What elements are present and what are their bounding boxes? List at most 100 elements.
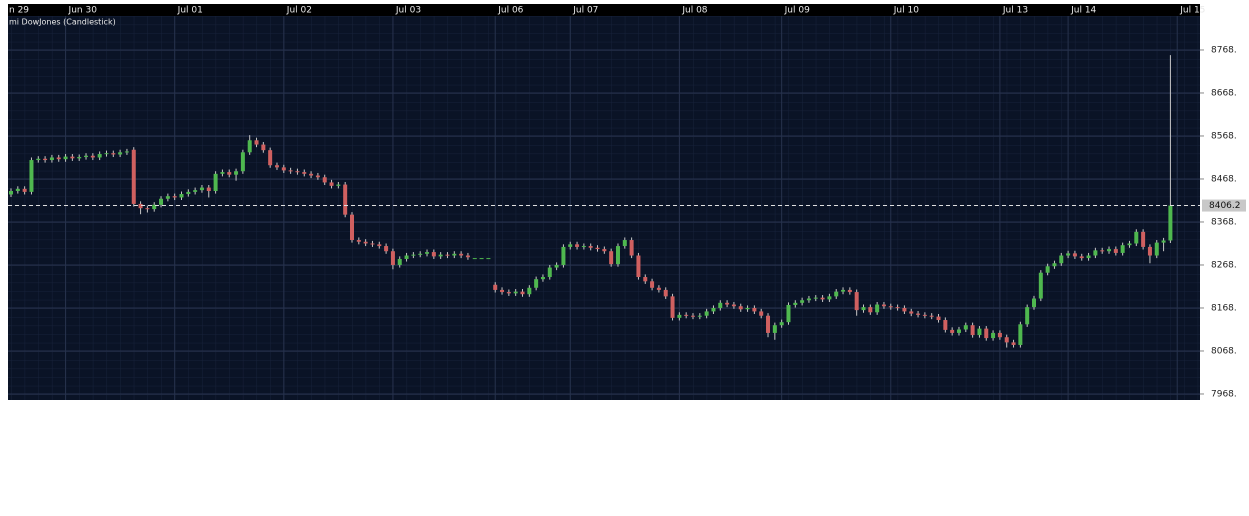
y-tick-label: 8268. bbox=[1211, 260, 1237, 270]
candle-body bbox=[718, 302, 723, 308]
x-tick-label: Jul 01 bbox=[177, 6, 203, 16]
candle-body bbox=[240, 152, 245, 172]
y-tick-label: 8568. bbox=[1211, 131, 1237, 141]
candle-body bbox=[759, 311, 764, 316]
candle-body bbox=[309, 173, 314, 176]
candle-body bbox=[977, 328, 982, 336]
candle-body bbox=[390, 251, 395, 265]
candle-body bbox=[1086, 255, 1091, 259]
candle-body bbox=[609, 251, 614, 265]
candle-body bbox=[909, 311, 914, 314]
candle-body bbox=[247, 140, 252, 153]
candle-body bbox=[1120, 245, 1125, 253]
candle-body bbox=[15, 188, 20, 192]
candle-body bbox=[902, 307, 907, 312]
candle-body bbox=[1066, 253, 1071, 256]
candle-body bbox=[588, 246, 593, 248]
x-tick-label: Jul 03 bbox=[395, 6, 421, 16]
candle-body bbox=[459, 253, 464, 256]
candle-body bbox=[315, 175, 320, 178]
candle-body bbox=[70, 156, 75, 159]
candle-body bbox=[738, 306, 743, 310]
candle-body bbox=[513, 291, 518, 294]
candle-body bbox=[329, 182, 334, 186]
candle-body bbox=[431, 252, 436, 257]
candle-body bbox=[111, 153, 116, 155]
candle-body bbox=[1113, 249, 1118, 253]
candle-body bbox=[1141, 231, 1146, 247]
candle-body bbox=[493, 284, 498, 290]
candle-body bbox=[138, 203, 143, 209]
candle-body bbox=[9, 191, 13, 195]
y-tick-label: 8068. bbox=[1211, 346, 1237, 356]
x-tick-label: Jul 14 bbox=[1070, 6, 1096, 16]
candle-body bbox=[1079, 256, 1084, 259]
candle-body bbox=[350, 214, 354, 241]
candle-body bbox=[295, 171, 300, 173]
candle-body bbox=[118, 152, 123, 155]
candle-body bbox=[104, 153, 109, 155]
candle-body bbox=[281, 167, 286, 171]
candle-body bbox=[425, 252, 430, 254]
candle-body bbox=[445, 254, 450, 256]
x-tick-label: Jul 06 bbox=[497, 6, 523, 16]
candle-body bbox=[827, 296, 832, 300]
candle-body bbox=[984, 328, 989, 339]
candle-body bbox=[145, 208, 150, 210]
candle-body bbox=[261, 144, 266, 151]
x-tick-label: Jul 15 bbox=[1179, 6, 1205, 16]
candle-body bbox=[888, 306, 893, 308]
candle-body bbox=[970, 325, 975, 336]
candle-body bbox=[772, 325, 777, 333]
candle-body bbox=[834, 291, 839, 297]
candle-body bbox=[322, 177, 327, 183]
candle-body bbox=[418, 253, 423, 255]
y-tick-label: 8468. bbox=[1211, 174, 1237, 184]
candle-body bbox=[213, 173, 218, 192]
candle-body bbox=[165, 196, 170, 199]
candle-body bbox=[124, 151, 129, 153]
candle-body bbox=[1100, 250, 1105, 252]
candle-body bbox=[881, 304, 886, 307]
x-tick-label: Jul 10 bbox=[893, 6, 919, 16]
candle-body bbox=[1107, 249, 1112, 252]
x-tick-label: n 29 bbox=[9, 6, 29, 16]
candle-body bbox=[1147, 246, 1152, 256]
candle-body bbox=[540, 277, 545, 280]
candle-body bbox=[152, 204, 157, 210]
candle-body bbox=[377, 244, 382, 247]
candle-body bbox=[179, 194, 184, 198]
y-tick-label: 8368. bbox=[1211, 217, 1237, 227]
candle-body bbox=[806, 298, 811, 301]
candle-body bbox=[841, 289, 846, 292]
candle-body bbox=[336, 184, 341, 186]
candle-body bbox=[697, 315, 702, 317]
candle-body bbox=[854, 292, 859, 311]
candle-body bbox=[704, 311, 709, 316]
candle-body bbox=[561, 246, 566, 265]
y-tick-label: 8168. bbox=[1211, 303, 1237, 313]
candle-body bbox=[615, 246, 620, 265]
candle-body bbox=[43, 158, 48, 161]
candle-body bbox=[220, 172, 225, 174]
candle-body bbox=[1127, 243, 1132, 246]
candle-body bbox=[506, 292, 511, 294]
candle-body bbox=[1134, 231, 1139, 244]
candle-body bbox=[547, 267, 552, 278]
candle-body bbox=[622, 240, 627, 247]
candle-body bbox=[936, 316, 941, 321]
x-tick-label: Jul 07 bbox=[572, 6, 598, 16]
candle-body bbox=[452, 253, 457, 256]
candle-body bbox=[636, 255, 641, 278]
y-tick-label: 7968. bbox=[1211, 389, 1237, 399]
candle-body bbox=[302, 172, 307, 174]
candle-body bbox=[97, 154, 102, 158]
candle-body bbox=[193, 190, 198, 192]
candle-body bbox=[206, 187, 211, 192]
candle-body bbox=[36, 158, 41, 161]
candle-body bbox=[186, 191, 191, 195]
candle-body bbox=[1018, 324, 1023, 345]
candle-body bbox=[766, 315, 771, 333]
